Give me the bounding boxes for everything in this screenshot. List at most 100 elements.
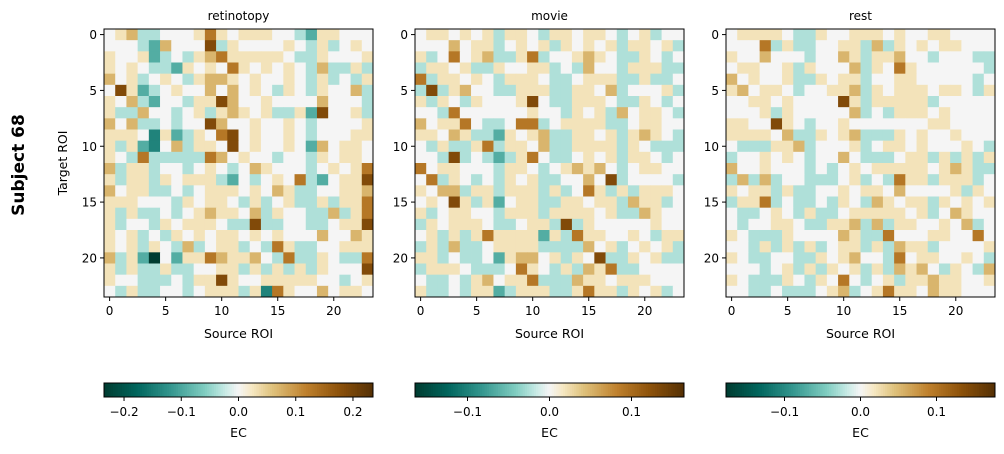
heatmap-cell	[983, 29, 996, 41]
colorbar-tick-label: −0.2	[109, 405, 138, 419]
heatmap-cell	[328, 241, 340, 253]
heatmap-cell	[770, 252, 783, 264]
heatmap-cell	[905, 40, 917, 52]
heatmap-cell	[137, 29, 150, 41]
heatmap-cell	[770, 151, 783, 164]
colorbar-segment	[348, 383, 351, 397]
heatmap-cell	[871, 163, 884, 175]
heatmap-cell	[782, 218, 794, 231]
heatmap-cell	[661, 252, 674, 264]
heatmap-cell	[661, 274, 674, 287]
heatmap-cell	[260, 230, 273, 242]
colorbar-segment	[310, 383, 313, 397]
colorbar-segment	[764, 383, 767, 397]
heatmap-cell	[838, 285, 850, 298]
heatmap-cell	[204, 285, 217, 298]
heatmap-cell	[916, 174, 929, 186]
heatmap-cell	[216, 185, 228, 197]
heatmap-cell	[950, 73, 962, 86]
heatmap-cell	[826, 285, 839, 298]
heatmap-cell	[137, 151, 150, 164]
heatmap-cell	[426, 174, 438, 186]
heatmap-cell	[482, 40, 494, 52]
heatmap-cell	[104, 96, 116, 108]
heatmap-cell	[605, 252, 618, 264]
heatmap-cell	[672, 241, 685, 253]
colorbar-tick-label: 0.1	[927, 405, 946, 419]
heatmap-cell	[594, 196, 606, 209]
heatmap-cell	[882, 218, 895, 231]
heatmap-cell	[737, 163, 749, 175]
heatmap-cell	[927, 274, 940, 287]
heatmap-cell	[560, 185, 573, 197]
heatmap-cell	[527, 62, 539, 75]
y-tick-label: 20	[393, 251, 408, 265]
heatmap-cell	[216, 163, 228, 175]
colorbar-segment	[448, 383, 452, 397]
heatmap-cell	[616, 73, 629, 86]
heatmap-cell	[272, 73, 284, 86]
heatmap-cell	[316, 29, 329, 41]
heatmap-cell	[770, 241, 783, 253]
heatmap-cell	[260, 218, 273, 231]
colorbar-segment	[189, 383, 192, 397]
heatmap-cell	[249, 140, 262, 153]
heatmap-cell	[305, 107, 318, 119]
colorbar-segment	[480, 383, 483, 397]
heatmap-cell	[639, 84, 651, 97]
heatmap-cell	[238, 185, 251, 197]
heatmap-cell	[815, 263, 828, 276]
heatmap-cell	[171, 241, 183, 253]
heatmap-cell	[770, 163, 783, 175]
heatmap-cell	[104, 207, 116, 220]
heatmap-cell	[639, 252, 651, 264]
heatmap-cell	[515, 129, 528, 142]
heatmap-cell	[838, 185, 850, 197]
heatmap-cell	[661, 62, 674, 75]
heatmap-cell	[339, 40, 351, 52]
heatmap-cell	[126, 185, 139, 197]
heatmap-cell	[305, 218, 318, 231]
heatmap-cell	[549, 241, 562, 253]
heatmap-cell	[782, 274, 794, 287]
heatmap-cell	[426, 263, 438, 276]
heatmap-cell	[426, 230, 438, 242]
heatmap-cell	[916, 151, 929, 164]
heatmap-cell	[437, 84, 450, 97]
colorbar-segment	[462, 383, 465, 397]
colorbar-label: EC	[852, 425, 869, 440]
colorbar-segment	[739, 383, 743, 397]
colorbar-segment	[907, 383, 911, 397]
heatmap-cell	[759, 196, 772, 209]
heatmap-cell	[538, 73, 550, 86]
heatmap-cell	[894, 185, 906, 197]
heatmap-cell	[437, 118, 450, 130]
colorbar-segment	[506, 383, 510, 397]
heatmap-cell	[793, 274, 805, 287]
heatmap-cell	[459, 274, 472, 287]
colorbar-segment	[860, 383, 864, 397]
heatmap-cell	[972, 107, 985, 119]
colorbar-tick-label: 0.2	[343, 405, 362, 419]
colorbar-segment	[672, 383, 676, 397]
colorbar-segment	[238, 383, 242, 397]
heatmap-cell	[126, 62, 139, 75]
colorbar-segment	[905, 383, 908, 397]
heatmap-cell	[650, 151, 662, 164]
colorbar-segment	[666, 383, 669, 397]
heatmap-cell	[927, 40, 940, 52]
heatmap-cell	[882, 96, 895, 108]
heatmap-cell	[616, 107, 629, 119]
heatmap-cell	[627, 107, 640, 119]
heatmap-cell	[849, 29, 861, 41]
heatmap-cell	[782, 185, 794, 197]
colorbar-segment	[571, 383, 575, 397]
heatmap-cell	[361, 62, 374, 75]
heatmap-cell	[328, 263, 340, 276]
heatmap-cell	[838, 129, 850, 142]
heatmap-cell	[961, 207, 973, 220]
heatmap-cell	[538, 140, 550, 153]
heatmap-cell	[672, 163, 685, 175]
heatmap-cell	[459, 84, 472, 97]
heatmap-cell	[171, 196, 183, 209]
